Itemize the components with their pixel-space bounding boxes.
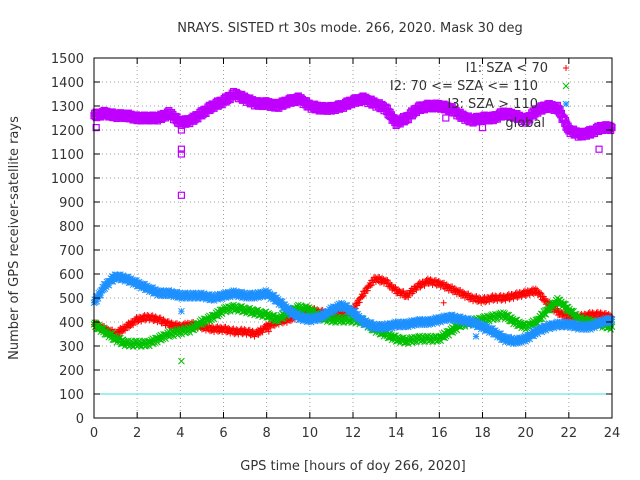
chart-title: NRAYS. SISTED rt 30s mode. 266, 2020. Ma… bbox=[177, 21, 523, 36]
data-point bbox=[115, 329, 122, 336]
data-point bbox=[128, 321, 135, 328]
outlier-point bbox=[472, 333, 480, 340]
data-point bbox=[125, 319, 132, 326]
series-layer bbox=[90, 87, 616, 365]
data-point bbox=[120, 326, 127, 333]
point-plus bbox=[143, 316, 150, 323]
point-plus bbox=[117, 324, 124, 331]
point-plus bbox=[130, 322, 137, 329]
point-plus bbox=[120, 326, 127, 333]
point-plus bbox=[128, 321, 135, 328]
data-point bbox=[122, 327, 129, 334]
data-point bbox=[154, 319, 161, 326]
data-point bbox=[143, 316, 150, 323]
data-point bbox=[117, 324, 124, 331]
point-plus bbox=[123, 323, 130, 330]
point-plus bbox=[154, 319, 161, 326]
point-plus bbox=[122, 327, 129, 334]
point-plus bbox=[146, 317, 153, 324]
data-point bbox=[146, 317, 153, 324]
point-plus bbox=[125, 319, 132, 326]
point-plus bbox=[115, 329, 122, 336]
data-point bbox=[130, 322, 137, 329]
outlier-point bbox=[178, 307, 185, 315]
data-point bbox=[123, 323, 130, 330]
